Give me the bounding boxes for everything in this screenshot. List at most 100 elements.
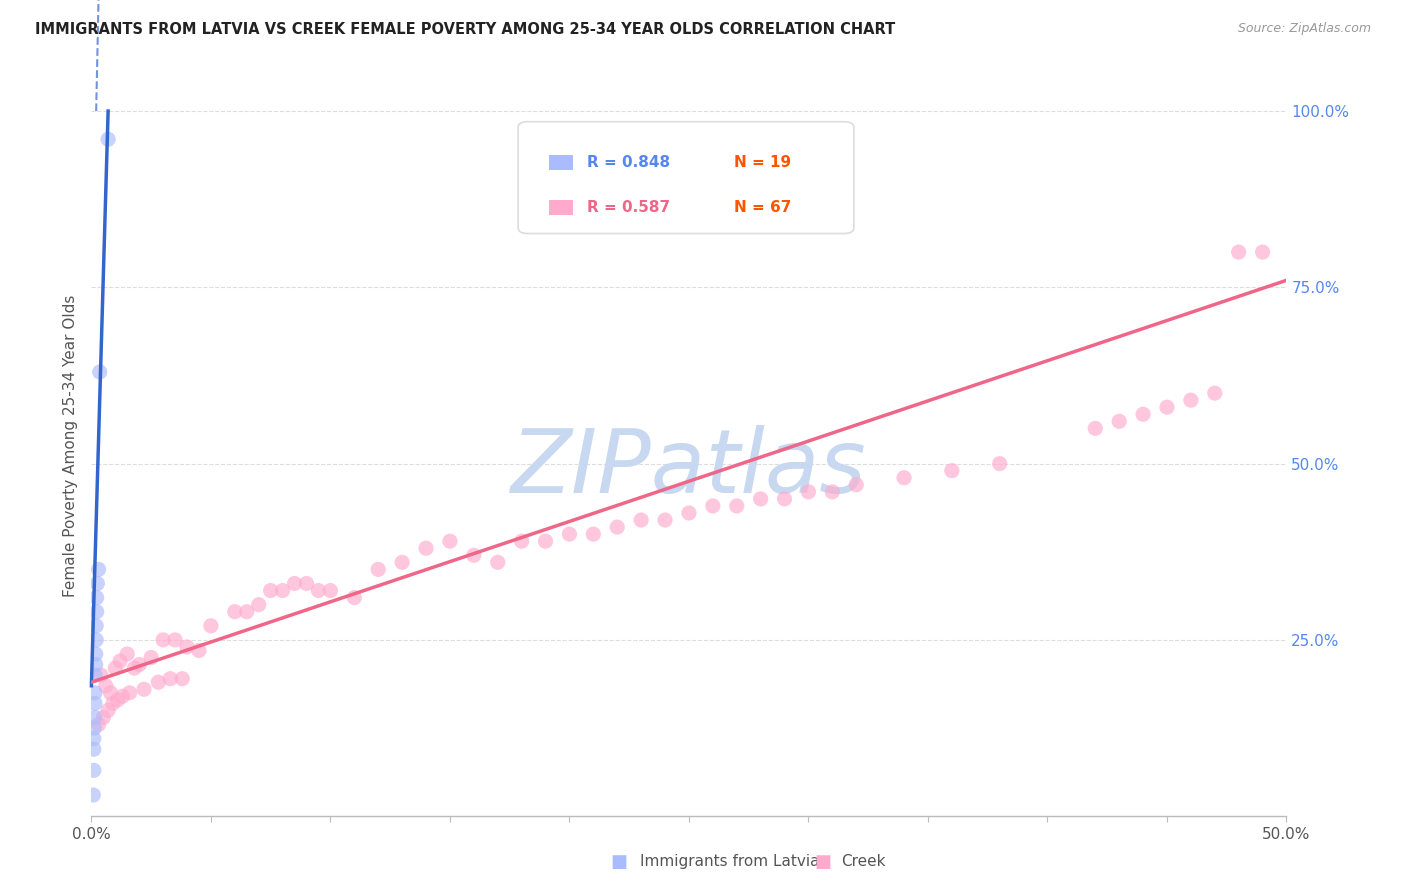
Point <box>172 672 194 686</box>
Point <box>367 562 389 576</box>
Point <box>773 491 796 506</box>
Point <box>82 788 104 802</box>
Text: ■: ■ <box>610 853 627 871</box>
Point <box>94 679 117 693</box>
Point <box>83 710 105 724</box>
Point <box>97 703 120 717</box>
Point <box>259 583 281 598</box>
Point <box>132 682 155 697</box>
Point <box>463 549 485 563</box>
Point <box>235 605 259 619</box>
Point <box>510 534 533 549</box>
Text: R = 0.587: R = 0.587 <box>588 200 671 215</box>
Point <box>83 731 105 746</box>
Point <box>84 686 107 700</box>
Point <box>87 717 110 731</box>
Point <box>200 619 222 633</box>
Point <box>84 657 107 672</box>
FancyBboxPatch shape <box>517 121 853 234</box>
Text: ■: ■ <box>814 853 831 871</box>
Text: R = 0.848: R = 0.848 <box>588 155 671 170</box>
Point <box>86 591 108 605</box>
Point <box>343 591 366 605</box>
Text: ZIPatlas: ZIPatlas <box>512 425 866 511</box>
Point <box>108 654 131 668</box>
Point <box>247 598 270 612</box>
Point <box>271 583 294 598</box>
Text: Immigrants from Latvia: Immigrants from Latvia <box>640 855 820 869</box>
Text: N = 19: N = 19 <box>734 155 792 170</box>
Point <box>115 647 138 661</box>
Point <box>86 605 108 619</box>
Point <box>101 697 124 711</box>
Point <box>84 619 107 633</box>
Point <box>893 471 915 485</box>
Text: Creek: Creek <box>841 855 886 869</box>
FancyBboxPatch shape <box>550 200 574 215</box>
Point <box>1180 393 1202 408</box>
Point <box>84 697 107 711</box>
Point <box>187 643 211 657</box>
Point <box>87 562 110 576</box>
Point <box>93 710 114 724</box>
Point <box>97 132 120 146</box>
Point <box>1156 401 1178 415</box>
Point <box>439 534 461 549</box>
Text: Source: ZipAtlas.com: Source: ZipAtlas.com <box>1237 22 1371 36</box>
Point <box>606 520 628 534</box>
Point <box>941 464 963 478</box>
Point <box>1084 421 1107 435</box>
Y-axis label: Female Poverty Among 25-34 Year Olds: Female Poverty Among 25-34 Year Olds <box>63 295 79 597</box>
Point <box>176 640 198 654</box>
Point <box>284 576 307 591</box>
Point <box>104 661 127 675</box>
Point <box>678 506 700 520</box>
Point <box>1108 414 1130 428</box>
Point <box>83 721 105 735</box>
Point <box>295 576 318 591</box>
Point <box>845 477 868 491</box>
Point <box>749 491 772 506</box>
Point <box>86 576 108 591</box>
Text: N = 67: N = 67 <box>734 200 792 215</box>
Point <box>89 365 111 379</box>
Point <box>307 583 329 598</box>
Point <box>148 675 170 690</box>
Point <box>159 672 181 686</box>
Point <box>90 668 112 682</box>
Point <box>141 650 162 665</box>
FancyBboxPatch shape <box>550 155 574 170</box>
Point <box>415 541 437 556</box>
Point <box>558 527 581 541</box>
Point <box>224 605 246 619</box>
Point <box>83 764 105 778</box>
Point <box>111 690 134 704</box>
Point <box>702 499 724 513</box>
Point <box>821 484 844 499</box>
Point <box>486 555 509 569</box>
Point <box>582 527 605 541</box>
Point <box>107 693 129 707</box>
Point <box>1204 386 1226 401</box>
Point <box>797 484 820 499</box>
Point <box>1227 245 1250 260</box>
Point <box>84 647 107 661</box>
Point <box>725 499 748 513</box>
Point <box>100 686 122 700</box>
Point <box>319 583 342 598</box>
Point <box>1132 407 1154 421</box>
Point <box>654 513 676 527</box>
Point <box>84 668 107 682</box>
Text: IMMIGRANTS FROM LATVIA VS CREEK FEMALE POVERTY AMONG 25-34 YEAR OLDS CORRELATION: IMMIGRANTS FROM LATVIA VS CREEK FEMALE P… <box>35 22 896 37</box>
Point <box>630 513 652 527</box>
Point <box>152 632 174 647</box>
Point <box>988 457 1011 471</box>
Point <box>128 657 150 672</box>
Point <box>118 686 141 700</box>
Point <box>124 661 146 675</box>
Point <box>1251 245 1274 260</box>
Point <box>83 742 105 756</box>
Point <box>163 632 186 647</box>
Point <box>391 555 413 569</box>
Point <box>534 534 557 549</box>
